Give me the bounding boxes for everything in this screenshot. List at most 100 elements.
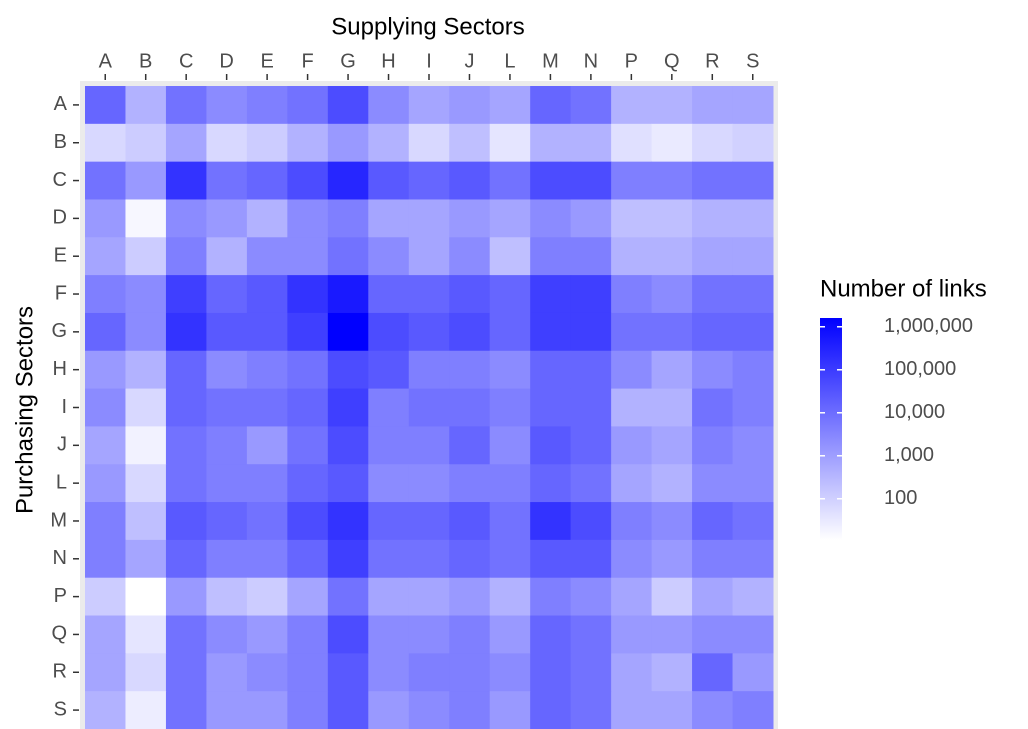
heatmap-cell [206, 653, 248, 692]
heatmap-cell [85, 312, 126, 352]
heatmap-cell [287, 653, 329, 692]
heatmap-cell [368, 237, 410, 276]
heatmap-cell [368, 86, 410, 125]
heatmap-cell [692, 86, 734, 125]
heatmap-cell [489, 123, 531, 163]
heatmap-cell [206, 350, 248, 390]
heatmap-cell [165, 539, 207, 579]
heatmap-cell [125, 275, 167, 314]
heatmap-cell [287, 123, 329, 163]
heatmap-cell [732, 653, 774, 692]
heatmap-cell [570, 312, 612, 352]
heatmap-cell [408, 539, 450, 579]
heatmap-cell [611, 123, 653, 163]
heatmap-cell [206, 539, 248, 579]
heatmap-cell [125, 161, 167, 200]
heatmap-cell [611, 237, 653, 276]
heatmap-cell [611, 464, 653, 503]
heatmap-cell [206, 123, 248, 163]
heatmap-cell [489, 86, 531, 125]
heatmap-cell [449, 615, 491, 654]
heatmap-cell [570, 123, 612, 163]
x-tick-label: L [504, 50, 515, 72]
heatmap-cell [530, 161, 572, 200]
heatmap-cell [449, 539, 491, 579]
heatmap-cell [125, 691, 167, 729]
heatmap-cell [651, 275, 693, 314]
heatmap-cell [570, 615, 612, 654]
heatmap-cell [206, 312, 248, 352]
heatmap-cell [165, 577, 207, 617]
heatmap-cell [692, 312, 734, 352]
heatmap-cell [368, 464, 410, 503]
heatmap-cell [327, 388, 369, 427]
heatmap-cell [85, 275, 126, 314]
heatmap-cell [570, 539, 612, 579]
heatmap-cell [408, 86, 450, 125]
heatmap-cell [651, 237, 693, 276]
heatmap-cell [206, 577, 248, 617]
heatmap-cell [246, 615, 288, 654]
heatmap-cell [570, 161, 612, 200]
heatmap-cell [206, 388, 248, 427]
heatmap-cell [651, 161, 693, 200]
heatmap-cell [732, 426, 774, 465]
heatmap-cell [530, 199, 572, 238]
heatmap-cell [651, 502, 693, 541]
heatmap-cell [368, 350, 410, 390]
heatmap-cell [287, 502, 329, 541]
y-tick-label: N [53, 547, 67, 569]
heatmap-cell [165, 615, 207, 654]
heatmap-cell [246, 426, 288, 465]
heatmap-cell [206, 464, 248, 503]
heatmap-cell [489, 350, 531, 390]
x-tick-label: Q [664, 50, 680, 72]
heatmap-cell [530, 275, 572, 314]
heatmap-cell [449, 312, 491, 352]
heatmap-cell [692, 388, 734, 427]
heatmap-cell [651, 615, 693, 654]
heatmap-cell [327, 577, 369, 617]
heatmap-cell [165, 237, 207, 276]
heatmap-cell [85, 539, 126, 579]
heatmap-cell [368, 275, 410, 314]
heatmap-cell [732, 237, 774, 276]
heatmap-cell [125, 312, 167, 352]
heatmap-cell [449, 388, 491, 427]
heatmap-cell [368, 653, 410, 692]
heatmap-cell [327, 312, 369, 352]
heatmap-cell [611, 426, 653, 465]
heatmap-cell [287, 577, 329, 617]
y-tick-label: A [54, 93, 68, 115]
x-tick-label: N [584, 50, 598, 72]
heatmap-cell [570, 199, 612, 238]
heatmap-cell [246, 577, 288, 617]
heatmap-cell [530, 350, 572, 390]
heatmap-cell [449, 86, 491, 125]
heatmap-cell [449, 464, 491, 503]
y-tick-label: H [53, 358, 67, 380]
heatmap-cell [692, 615, 734, 654]
heatmap-cell [611, 615, 653, 654]
heatmap-cell [125, 539, 167, 579]
heatmap-cell [206, 426, 248, 465]
heatmap-cell [611, 350, 653, 390]
heatmap-cell [287, 388, 329, 427]
heatmap-cell [165, 350, 207, 390]
heatmap-cell [368, 199, 410, 238]
heatmap-cell [327, 426, 369, 465]
heatmap-cell [611, 539, 653, 579]
heatmap-cell [287, 539, 329, 579]
heatmap-cell [408, 615, 450, 654]
heatmap-cell [692, 426, 734, 465]
heatmap-cell [287, 464, 329, 503]
y-tick-label: J [57, 434, 67, 456]
heatmap-cell [246, 86, 288, 125]
heatmap-cell [651, 350, 693, 390]
heatmap-cell [489, 312, 531, 352]
heatmap-cell [732, 123, 774, 163]
heatmap-cell [489, 653, 531, 692]
heatmap-cell [732, 388, 774, 427]
heatmap-cell [125, 577, 167, 617]
heatmap-cell [530, 691, 572, 729]
